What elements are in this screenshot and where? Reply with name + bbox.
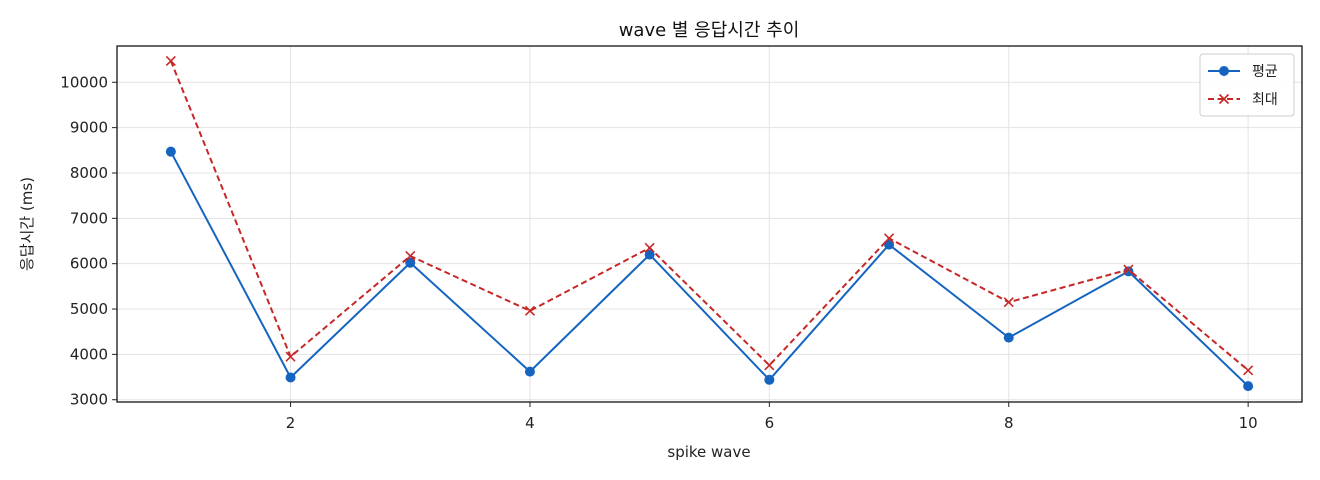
data-point — [285, 372, 296, 383]
data-point — [405, 250, 416, 262]
data-point — [1003, 332, 1014, 343]
x-tick-label: 6 — [765, 414, 775, 432]
data-point — [644, 249, 655, 260]
y-tick-label: 8000 — [70, 164, 108, 182]
data-point — [405, 257, 416, 268]
y-tick-label: 5000 — [70, 300, 108, 318]
x-tick-label: 10 — [1239, 414, 1258, 432]
data-point — [524, 366, 535, 377]
data-point — [165, 55, 176, 67]
data-point — [764, 374, 775, 385]
plot-frame — [116, 45, 1303, 403]
y-tick-label: 4000 — [70, 345, 108, 363]
chart-title: wave 별 응답시간 추이 — [619, 20, 800, 41]
x-tick-label: 4 — [525, 414, 535, 432]
x-tick-label: 8 — [1004, 414, 1014, 432]
y-axis-label: 응답시간 (ms) — [18, 177, 36, 271]
y-tick-label: 10000 — [60, 73, 108, 91]
axis-ticks: 2 4 6 8 10 3000 4000 5000 6000 7000 8000 9000 10000 — [60, 73, 1257, 432]
data-point — [764, 360, 775, 371]
legend-marker — [1219, 66, 1229, 76]
legend-box — [1199, 53, 1295, 117]
data-point — [884, 239, 895, 250]
grid — [117, 46, 1302, 402]
data-point — [883, 233, 895, 244]
data-point — [644, 242, 655, 253]
data-point — [285, 351, 296, 362]
y-tick-label: 3000 — [70, 391, 108, 409]
legend-marker — [1218, 93, 1230, 105]
series-line — [169, 60, 1249, 372]
data-point — [1243, 381, 1254, 392]
data-point — [1123, 264, 1134, 275]
series-line — [169, 151, 1249, 387]
data-point — [165, 146, 176, 157]
legend-label: 최대 — [1252, 92, 1278, 108]
data-point — [1003, 297, 1014, 308]
data-point — [1123, 266, 1134, 277]
y-tick-label: 6000 — [70, 255, 108, 273]
data-point — [1243, 365, 1254, 376]
data-point — [524, 305, 536, 316]
series-1 — [165, 146, 1254, 392]
legend-entry: 최대 — [1208, 92, 1278, 108]
series-layer — [165, 55, 1254, 392]
y-tick-label: 9000 — [70, 119, 108, 137]
x-tick-label: 2 — [286, 414, 296, 432]
x-axis-label: spike wave — [667, 443, 750, 461]
series-2 — [165, 55, 1254, 376]
y-tick-label: 7000 — [70, 209, 108, 227]
legend-entry: 평균 — [1208, 64, 1278, 80]
legend-label: 평균 — [1252, 64, 1278, 80]
